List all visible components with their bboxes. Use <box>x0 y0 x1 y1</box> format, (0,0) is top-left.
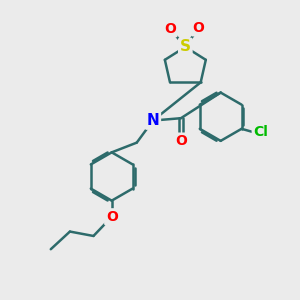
Text: Cl: Cl <box>253 125 268 139</box>
Text: O: O <box>164 22 176 36</box>
Text: O: O <box>106 210 118 224</box>
Text: S: S <box>180 39 191 54</box>
Text: O: O <box>193 21 205 35</box>
Text: O: O <box>175 134 187 148</box>
Text: N: N <box>147 113 159 128</box>
